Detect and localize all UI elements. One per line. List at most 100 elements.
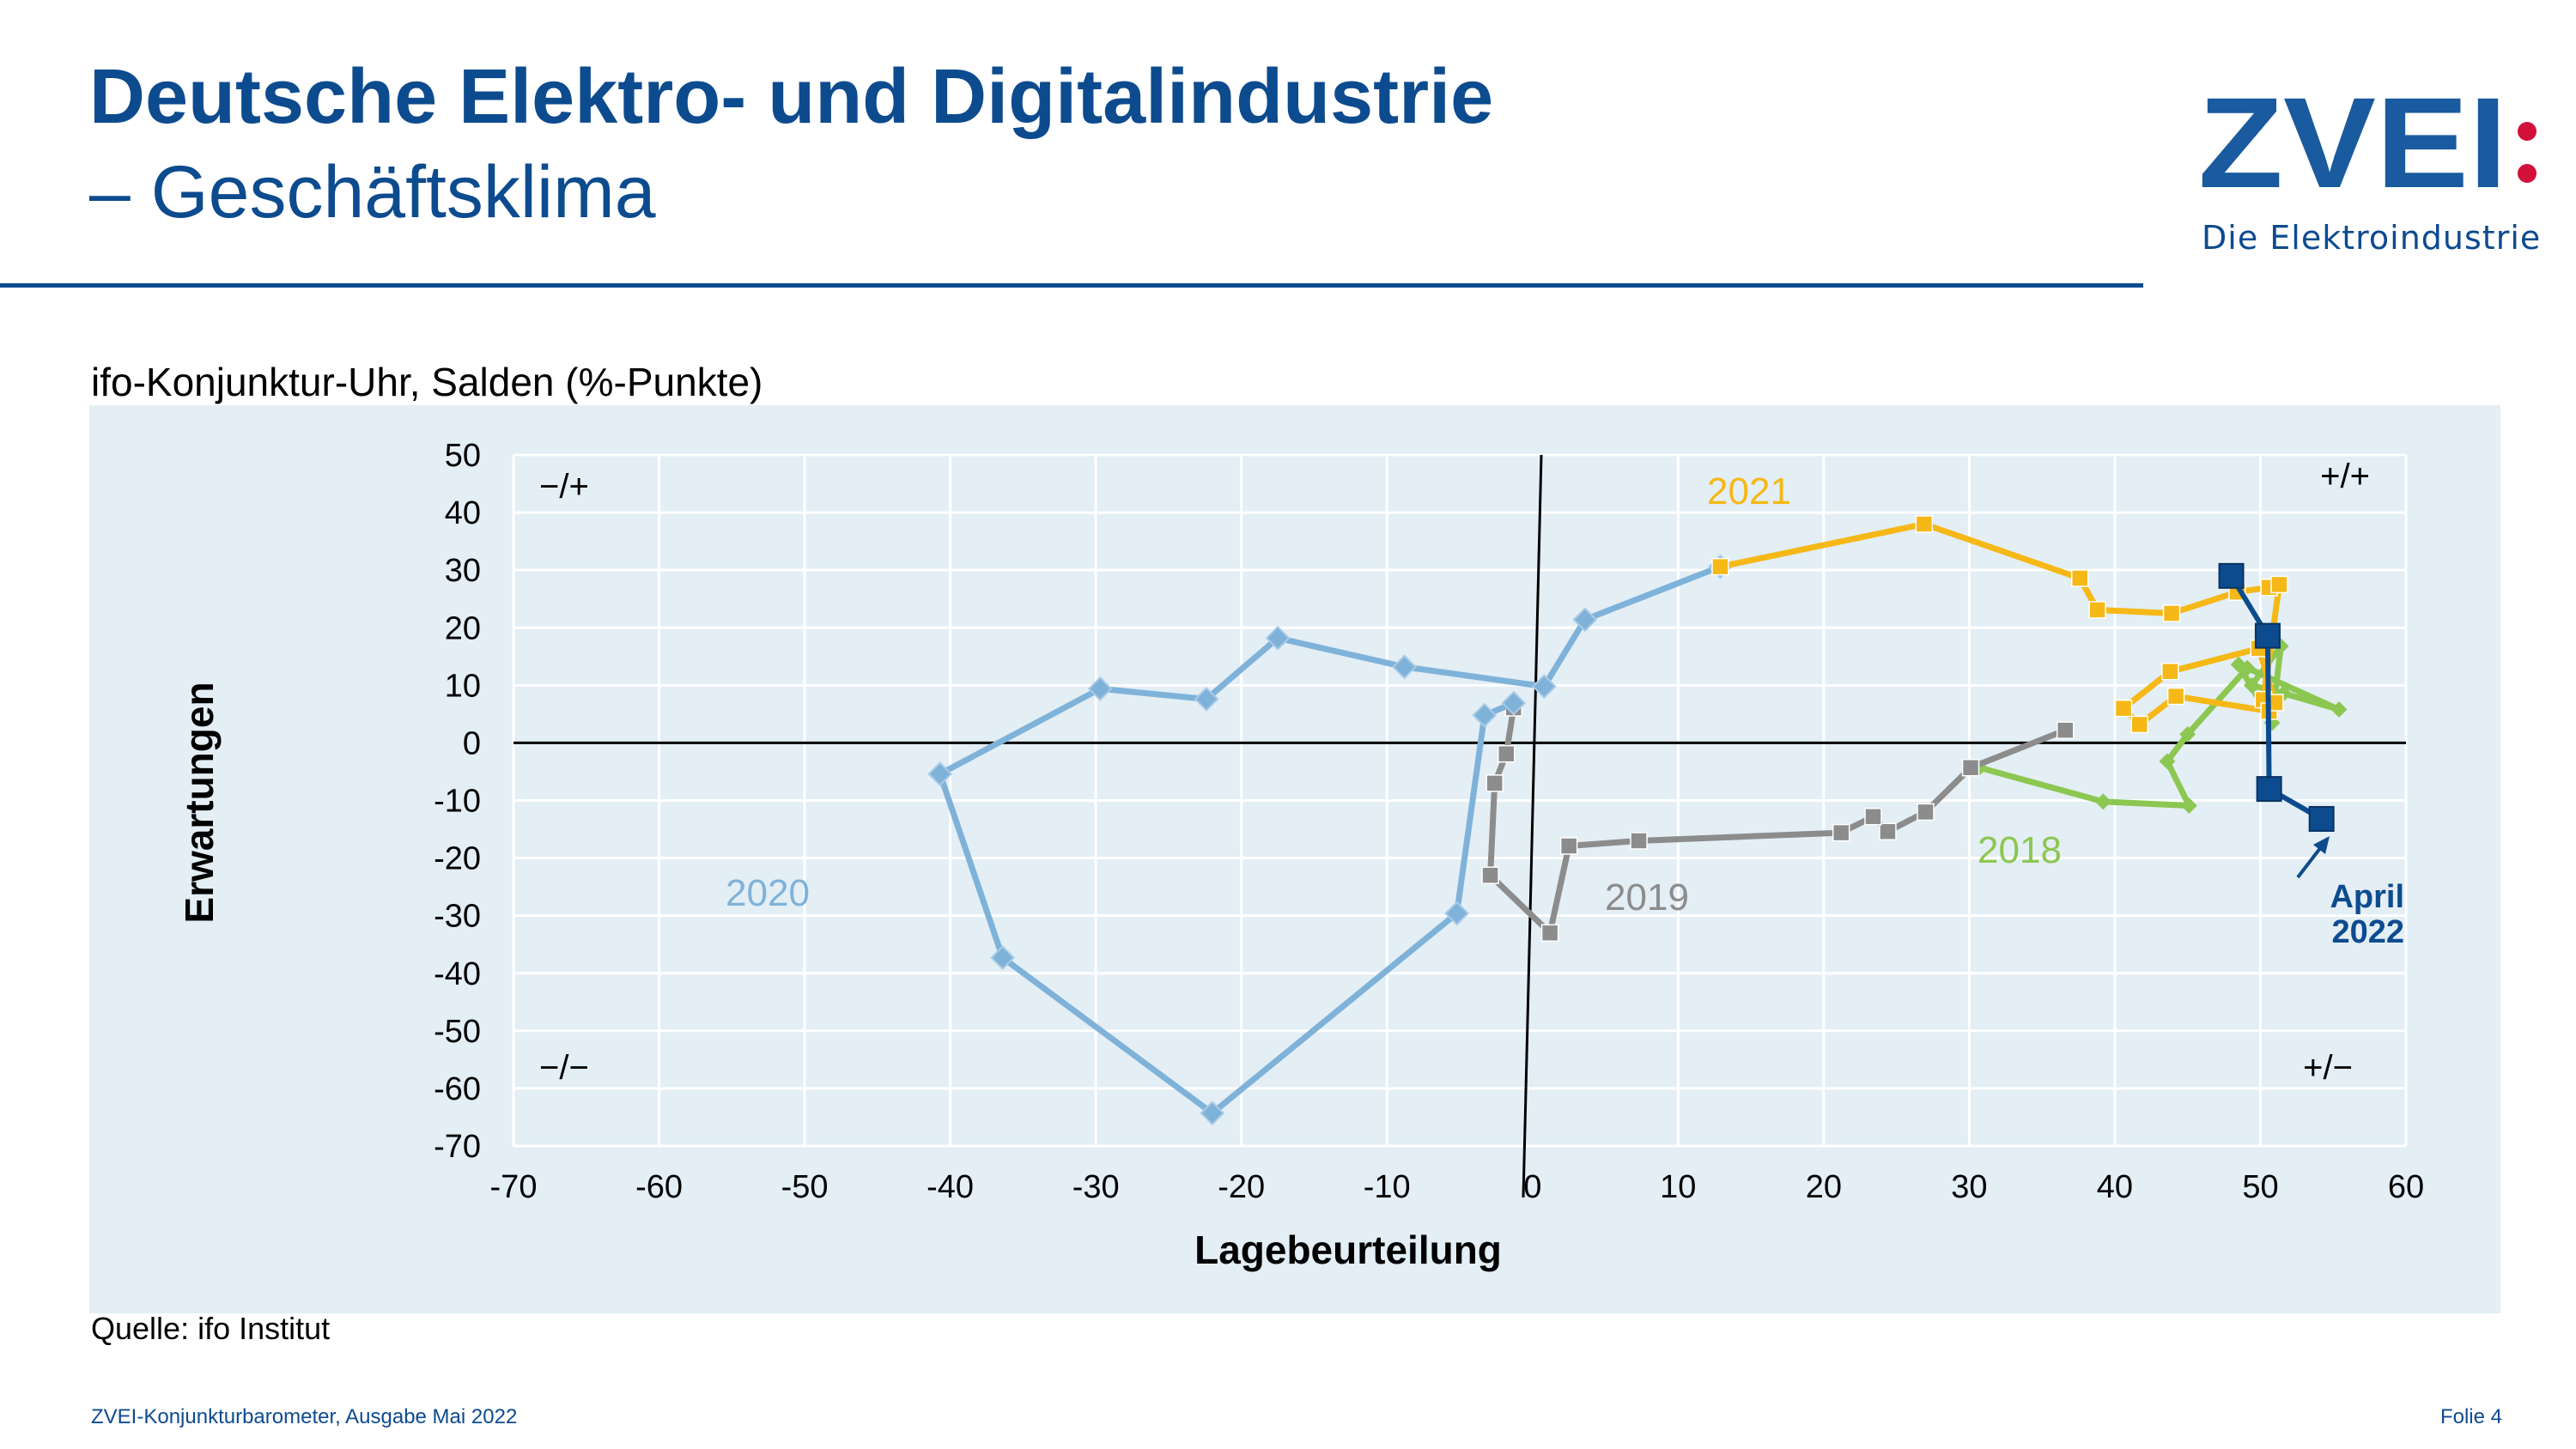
series-2019: [1481, 699, 2075, 943]
series-2019-point: [1481, 866, 1499, 884]
source-note: Quelle: ifo Institut: [91, 1311, 331, 1346]
x-tick-label: -20: [1218, 1169, 1265, 1205]
x-axis-title: Lagebeurteilung: [1194, 1228, 1502, 1272]
series-2018: [1971, 638, 2348, 814]
series-2018-point: [2330, 701, 2348, 718]
series-2022-point: [2254, 622, 2281, 649]
series-2020-point: [1572, 607, 1598, 633]
chart-tick-labels: -70 -60 -50 -40 -30 -20 -10 0 10 20 30 40 50 60 50 40 30…: [434, 438, 2424, 1205]
y-tick-label: -50: [434, 1014, 481, 1050]
series-2019-point: [1864, 808, 1882, 826]
quadrant-label-bottom-left: −/−: [539, 1049, 589, 1087]
page-subtitle: – Geschäftsklima: [89, 151, 656, 233]
chart-series: [927, 515, 2348, 1126]
series-2020-point: [1472, 702, 1498, 728]
logo-tagline: Die Elektroindustrie: [2202, 219, 2542, 257]
series-2019-point: [1498, 744, 1516, 763]
series-2022-point: [2256, 776, 2282, 803]
series-2020-point: [1501, 690, 1527, 716]
series-2020: [927, 554, 1733, 1126]
series-2022-point: [2308, 805, 2335, 832]
series-2020-point: [1200, 1100, 1225, 1126]
y-axis-title: Erwartungen: [177, 682, 222, 923]
series-2021: [1711, 515, 2288, 734]
annotation-arrow-head: [2313, 836, 2330, 854]
series-2019-point: [1540, 924, 1559, 943]
series-2020-point: [1194, 687, 1219, 712]
series-2018-point: [2230, 656, 2247, 673]
y-tick-label: 30: [445, 553, 481, 589]
y-tick-label: -40: [434, 956, 481, 992]
chart-grid: [512, 453, 2408, 1148]
quadrant-label-bottom-right: +/−: [2303, 1049, 2353, 1087]
x-tick-label: 50: [2242, 1169, 2278, 1205]
series-2021-point: [1915, 515, 1934, 533]
y-axis-zero-line: [1522, 454, 1543, 1198]
series-2021-point: [2166, 687, 2185, 706]
series-2020-point: [990, 945, 1016, 971]
series-2021-point: [2161, 662, 2179, 681]
series-2021-point: [2070, 569, 2089, 587]
y-tick-label: -10: [434, 784, 481, 820]
series-2020-point: [1444, 900, 1470, 926]
y-tick-label: -30: [434, 899, 481, 935]
series-2019-point: [1485, 774, 1504, 792]
series-2020-point: [1392, 654, 1417, 680]
series-2020-point: [927, 761, 953, 787]
y-tick-label: -60: [434, 1071, 481, 1107]
x-tick-label: 0: [1523, 1169, 1541, 1205]
page-title: Deutsche Elektro- und Digitalindustrie: [89, 54, 1494, 140]
quadrant-label-top-left: −/+: [539, 468, 589, 506]
x-tick-label: -10: [1364, 1169, 1411, 1205]
series-2019-point: [1832, 823, 1850, 842]
series-2018-line: [1978, 643, 2342, 809]
series-2022-point: [2218, 562, 2245, 589]
footer-publication: ZVEI-Konjunkturbarometer, Ausgabe Mai 20…: [91, 1405, 518, 1428]
y-tick-label: -20: [434, 841, 481, 877]
x-tick-label: 30: [1951, 1169, 1987, 1205]
series-label-2021: 2021: [1707, 470, 1791, 512]
x-tick-label: -30: [1072, 1169, 1120, 1205]
series-2021-point: [1711, 557, 1729, 576]
series-2019-line: [1487, 706, 2067, 937]
x-tick-label: -40: [927, 1169, 974, 1205]
series-label-2019: 2019: [1605, 876, 1689, 919]
chart-subtitle: ifo-Konjunktur-Uhr, Salden (%-Punkte): [91, 360, 763, 404]
y-tick-label: 40: [445, 495, 481, 531]
series-2021-point: [2130, 715, 2148, 734]
series-2020-point: [1531, 674, 1557, 700]
annotation-label-month: April: [2330, 879, 2404, 915]
logo-dot-top: [2518, 122, 2537, 141]
y-tick-label: 50: [445, 438, 481, 474]
series-2019-point: [1630, 832, 1648, 850]
header-divider: [0, 283, 2143, 288]
chart-labels: Lagebeurteilung Erwartungen −/+ +/+ −/− +/− 20…: [177, 458, 2404, 1272]
zvei-logo: ZVEI: [2198, 77, 2537, 215]
series-2018-point: [2180, 797, 2197, 814]
logo-wordmark: ZVEI: [2198, 77, 2507, 215]
quadrant-label-top-right: +/+: [2320, 458, 2370, 495]
x-tick-label: -70: [490, 1169, 538, 1205]
y-tick-label: 0: [463, 725, 481, 761]
series-2021-point: [2088, 601, 2106, 619]
series-2018-point: [2243, 676, 2260, 694]
x-tick-label: -50: [781, 1169, 829, 1205]
series-2018-point: [2159, 753, 2176, 770]
series-2020-point: [1265, 625, 1291, 651]
series-2019-point: [1917, 803, 1935, 822]
series-2019-point: [2057, 721, 2075, 739]
series-2021-point: [2270, 575, 2288, 594]
x-tick-label: 40: [2097, 1169, 2133, 1205]
series-2022-line: [2228, 574, 2324, 822]
series-label-2020: 2020: [726, 872, 810, 914]
x-tick-label: 60: [2388, 1169, 2424, 1205]
series-2018-point: [2094, 793, 2111, 810]
series-2021-point: [2114, 699, 2133, 718]
y-tick-label: -70: [434, 1129, 481, 1165]
chart-axes: [513, 454, 2406, 1198]
series-label-2018: 2018: [1978, 829, 2062, 871]
logo-dot-bottom: [2518, 164, 2537, 183]
series-2021-point: [2162, 604, 2181, 622]
y-tick-label: 10: [445, 668, 481, 704]
